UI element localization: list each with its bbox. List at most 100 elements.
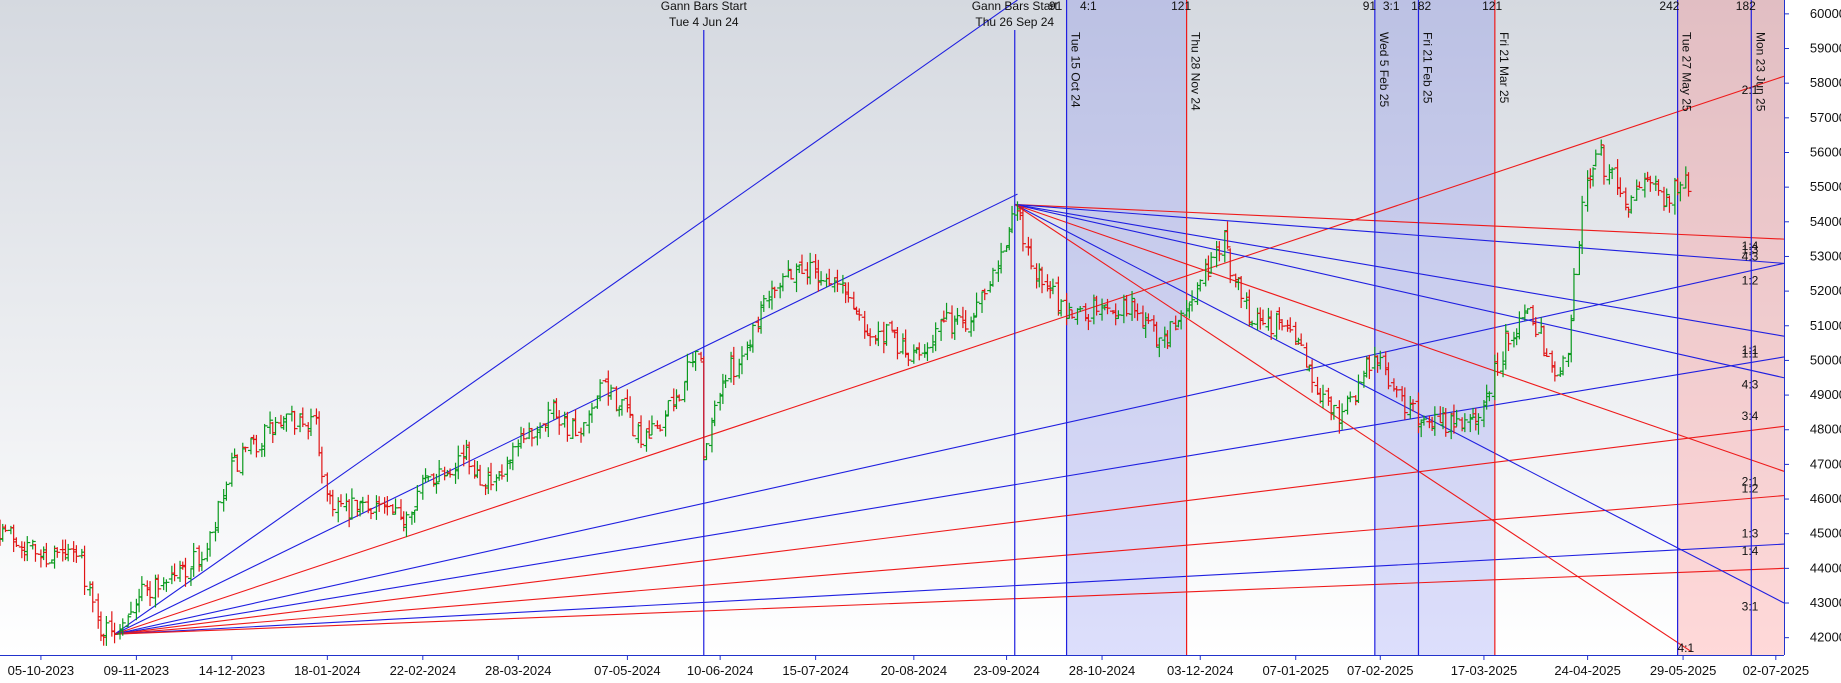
y-tick-label: 57000.00 — [1810, 110, 1841, 125]
vertical-marker-date: Tue 15 Oct 24 — [1069, 32, 1083, 108]
angle-ratio-label: 1:3 — [1742, 243, 1759, 257]
angle-ratio-label: 2:1 — [1742, 475, 1759, 489]
gann-angle-line — [1014, 203, 1785, 264]
gann-angle-line — [114, 425, 1785, 635]
y-tick-label: 55000.00 — [1810, 179, 1841, 194]
angle-ratio-label: 1:3 — [1742, 527, 1759, 541]
y-tick-label: 58000.00 — [1810, 75, 1841, 90]
y-tick-label: 53000.00 — [1810, 248, 1841, 263]
angle-ratio-label: 4:3 — [1742, 249, 1759, 263]
y-tick-label: 54000.00 — [1810, 214, 1841, 229]
x-tick-label: 07-02-2025 — [1347, 663, 1414, 678]
vertical-marker-date: Thu 28 Nov 24 — [1189, 32, 1203, 111]
x-tick-label: 17-03-2025 — [1451, 663, 1518, 678]
angle-ratio-label: 1:2 — [1742, 274, 1759, 288]
y-tick-label: 42000.00 — [1810, 630, 1841, 645]
vertical-marker-date: Tue 27 May 25 — [1680, 32, 1694, 112]
gann-angle-line — [1014, 203, 1785, 240]
x-tick-label: 15-07-2024 — [782, 663, 849, 678]
y-tick-label: 59000.00 — [1810, 41, 1841, 56]
x-tick-label: 28-03-2024 — [485, 663, 552, 678]
x-axis-background — [0, 655, 1784, 683]
vertical-marker-date: Fri 21 Mar 25 — [1497, 32, 1511, 104]
bar-count-label: 121 — [1482, 0, 1502, 13]
y-tick-label: 50000.00 — [1810, 352, 1841, 367]
bar-count-label: 3:1 — [1383, 0, 1400, 13]
y-axis: 42000.00 43000.00 44000.00 45000.00 46000.00… — [1784, 0, 1841, 683]
gann-fan-lines — [114, 0, 1785, 652]
angle-ratio-label: 1:4 — [1742, 544, 1759, 558]
y-tick-label: 49000.00 — [1810, 387, 1841, 402]
angle-ratio-label: 3:1 — [1742, 599, 1759, 613]
gann-angle-line — [114, 567, 1785, 635]
gann-angle-line — [1014, 203, 1785, 379]
bar-count-label: 91 — [1049, 0, 1063, 13]
y-tick-label: 51000.00 — [1810, 318, 1841, 333]
y-tick-label: 46000.00 — [1810, 491, 1841, 506]
shaded-zone — [1374, 0, 1495, 655]
y-tick-label: 56000.00 — [1810, 144, 1841, 159]
gann-angle-line — [114, 543, 1785, 635]
vertical-markers — [703, 0, 1752, 655]
gann-angle-line — [114, 193, 1018, 635]
x-tick-label: 14-12-2023 — [199, 663, 266, 678]
gann-angle-line — [114, 75, 1785, 635]
x-tick-label: 24-04-2025 — [1554, 663, 1621, 678]
x-tick-label: 28-10-2024 — [1069, 663, 1136, 678]
x-tick-label: 02-07-2025 — [1743, 663, 1810, 678]
bar-count-label: 121 — [1171, 0, 1191, 13]
gann-start-date: Tue 4 Jun 24 — [669, 15, 739, 29]
bar-count-label: 91 — [1363, 0, 1377, 13]
y-tick-label: 44000.00 — [1810, 560, 1841, 575]
chart-labels: Gann Bars Start Tue 4 Jun 24 Gann Bars Sta… — [661, 0, 1768, 655]
gann-angle-line — [114, 356, 1785, 635]
gann-angle-line — [114, 0, 1018, 635]
angle-ratio-label: 1:1 — [1742, 346, 1759, 360]
x-tick-label: 23-09-2024 — [973, 663, 1040, 678]
x-tick-label: 07-05-2024 — [594, 663, 661, 678]
y-tick-label: 47000.00 — [1810, 456, 1841, 471]
y-tick-label: 52000.00 — [1810, 283, 1841, 298]
shaded-zones — [1066, 0, 1784, 655]
x-tick-label: 18-01-2024 — [294, 663, 361, 678]
bar-count-label: 182 — [1736, 0, 1756, 13]
bar-count-label: 242 — [1659, 0, 1679, 13]
angle-ratio-label: 4:1 — [1677, 641, 1694, 655]
y-tick-label: 45000.00 — [1810, 526, 1841, 541]
gann-start-label: Gann Bars Start — [661, 0, 748, 13]
angle-ratio-label: 3:4 — [1742, 409, 1759, 423]
gann-angle-line — [1014, 204, 1692, 652]
vertical-marker-date: Wed 5 Feb 25 — [1377, 32, 1391, 107]
x-tick-label: 09-11-2023 — [104, 663, 170, 678]
gann-angle-line — [1014, 203, 1785, 604]
gann-angle-line — [1014, 203, 1785, 337]
x-tick-label: 20-08-2024 — [881, 663, 948, 678]
x-tick-label: 05-10-2023 — [8, 663, 75, 678]
x-tick-label: 29-05-2025 — [1650, 663, 1717, 678]
bar-count-label: 4:1 — [1080, 0, 1097, 13]
angle-ratio-label: 1:1 — [1742, 343, 1759, 357]
x-tick-label: 07-01-2025 — [1262, 663, 1329, 678]
gann-start-label: Gann Bars Start — [972, 0, 1059, 13]
angle-ratio-label: 1:4 — [1742, 239, 1759, 253]
gann-angle-line — [114, 495, 1785, 635]
x-tick-label: 03-12-2024 — [1167, 663, 1234, 678]
y-tick-label: 48000.00 — [1810, 422, 1841, 437]
vertical-marker-date: Fri 21 Feb 25 — [1420, 32, 1434, 104]
x-tick-label: 10-06-2024 — [687, 663, 754, 678]
shaded-zone — [1066, 0, 1187, 655]
bar-count-label: 182 — [1411, 0, 1431, 13]
gann-angle-line — [1014, 203, 1785, 472]
y-axis-background — [1784, 0, 1841, 683]
angle-ratio-label: 2:1 — [1742, 83, 1759, 97]
x-tick-label: 22-02-2024 — [390, 663, 457, 678]
price-bars — [0, 139, 1692, 646]
gann-start-date: Thu 26 Sep 24 — [975, 15, 1054, 29]
vertical-marker-date: Mon 23 Jun 25 — [1753, 32, 1767, 112]
x-axis: 05-10-2023 09-11-2023 14-12-2023 18-01-2024… — [0, 655, 1809, 683]
angle-ratio-label: 1:2 — [1742, 482, 1759, 496]
y-tick-label: 43000.00 — [1810, 595, 1841, 610]
angle-ratio-label: 4:3 — [1742, 378, 1759, 392]
